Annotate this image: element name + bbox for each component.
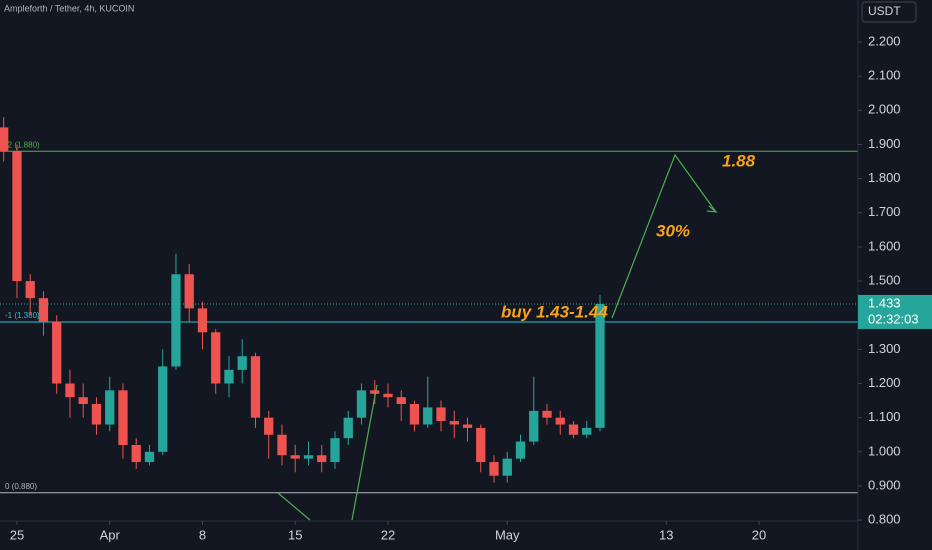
y-tick-label: 1.600 (868, 238, 901, 253)
candle-body (568, 424, 579, 435)
candle-body (197, 308, 208, 333)
candle-body (449, 421, 459, 425)
candle-body (476, 427, 486, 463)
x-tick-label: 8 (199, 527, 206, 542)
y-tick-label: 2.000 (868, 102, 901, 117)
candle-body (370, 390, 380, 394)
y-tick-label: 1.700 (868, 204, 901, 219)
y-tick-label: 1.900 (868, 136, 901, 151)
x-tick-label: 13 (659, 527, 673, 542)
candle-body (290, 455, 300, 459)
candle-body (595, 303, 605, 428)
candle-body (356, 390, 367, 418)
candle-body (12, 151, 22, 282)
candle-body (462, 424, 473, 428)
annotation: 30% (656, 221, 690, 240)
last-price-label: 1.433 (868, 295, 901, 310)
level-label: 0 (0.880) (5, 482, 37, 491)
x-tick-label: 15 (288, 527, 302, 542)
candle-body (343, 417, 353, 439)
trend-line (277, 492, 311, 521)
candle-body (529, 410, 539, 442)
y-tick-label: 1.800 (868, 170, 901, 185)
candle-body (409, 404, 420, 425)
arrow-head (706, 205, 718, 213)
candle-body (78, 397, 88, 405)
y-tick-label: 0.800 (868, 512, 901, 527)
x-tick-label: May (495, 527, 520, 542)
candle-body (158, 366, 168, 452)
candle-body (105, 390, 115, 425)
candle-body (330, 438, 340, 463)
candle-body (171, 274, 181, 367)
candle-body (436, 407, 446, 422)
candle-body (383, 393, 393, 398)
last-price-box (858, 294, 932, 329)
candle-body (277, 434, 287, 456)
candle-body (264, 417, 274, 435)
candle-body (396, 397, 406, 405)
x-tick-label: 25 (10, 527, 24, 542)
y-tick-label: 1.000 (868, 443, 901, 458)
candle-body (224, 369, 234, 384)
candle-body (65, 383, 75, 398)
plot-area: -2 (1.880) -1 (1.380) 0 (0.880) (0, 117, 858, 494)
y-tick-label: 2.200 (868, 33, 901, 48)
projection-line (611, 153, 717, 319)
x-tick-label: Apr (100, 527, 121, 542)
candle-body (423, 407, 433, 425)
candle-body (131, 444, 141, 463)
symbol-title: Ampleforth / Tether, 4h, KUCOIN (4, 3, 134, 13)
level-label: -2 (1.880) (5, 140, 40, 149)
candle-body (502, 458, 512, 476)
candle-body (211, 332, 221, 384)
y-tick-label: 1.500 (868, 272, 901, 287)
candle-body (303, 455, 314, 459)
x-tick-label: 20 (752, 527, 766, 542)
annotation: 1.88 (722, 151, 756, 170)
x-tick-label: 22 (381, 527, 395, 542)
y-tick-label: 1.300 (868, 341, 901, 356)
candle-body (25, 281, 35, 299)
annotation: buy 1.43-1.44 (501, 302, 608, 321)
currency-button[interactable] (861, 1, 917, 23)
drawings (277, 153, 718, 521)
candle-body (555, 417, 565, 425)
candle-body (184, 274, 194, 309)
candle-body (144, 451, 155, 463)
candle-body (317, 455, 327, 463)
currency: USDT (868, 4, 901, 18)
candle-body (582, 427, 592, 435)
countdown-label: 02:32:03 (868, 311, 919, 326)
candle-body (118, 390, 128, 445)
candle-body (542, 410, 552, 418)
candle-body (237, 356, 247, 370)
candle-body (250, 356, 261, 418)
y-tick-label: 1.200 (868, 375, 901, 390)
candle-body (515, 441, 526, 459)
candle-body (489, 462, 499, 476)
candle-body (0, 127, 9, 152)
candle-body (91, 404, 102, 425)
y-tick-label: 0.900 (868, 477, 901, 492)
level-label: -1 (1.380) (5, 311, 40, 320)
candle-body (52, 322, 62, 384)
y-tick-label: 1.100 (868, 409, 901, 424)
trend-line (351, 384, 378, 521)
candle-body (38, 298, 49, 323)
y-tick-label: 2.100 (868, 68, 901, 83)
